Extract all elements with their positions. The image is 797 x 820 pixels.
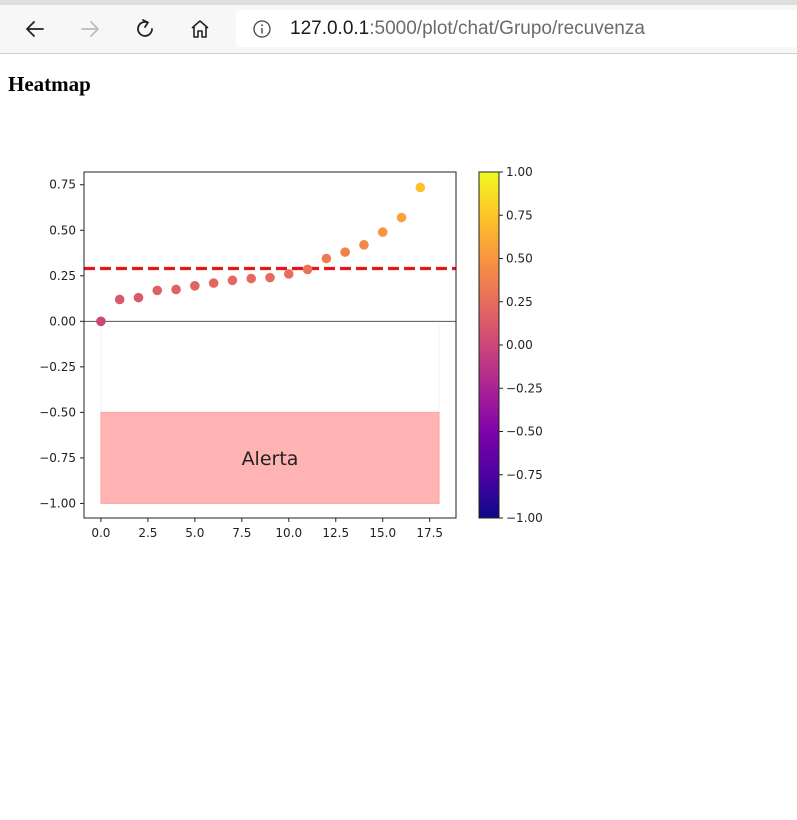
x-tick-label: 5.0 bbox=[185, 526, 204, 540]
white-region bbox=[100, 320, 440, 413]
data-point bbox=[246, 273, 257, 284]
data-point bbox=[340, 247, 350, 257]
data-point bbox=[96, 316, 106, 327]
colorbar-tick-label: −1.00 bbox=[506, 511, 543, 525]
plot-frame bbox=[83, 171, 457, 519]
data-point bbox=[133, 292, 144, 303]
colorbar-tick-label: −0.75 bbox=[506, 468, 543, 482]
data-point bbox=[396, 212, 407, 223]
data-point bbox=[359, 240, 369, 250]
url-path: :5000/plot/chat/Grupo/recuvenza bbox=[369, 18, 645, 39]
data-point bbox=[190, 281, 200, 291]
home-button[interactable] bbox=[183, 12, 217, 46]
x-tick-label: 0.0 bbox=[91, 526, 110, 540]
browser-toolbar: 127.0.0.1:5000/plot/chat/Grupo/recuvenza bbox=[0, 0, 797, 54]
y-tick-label: 0.50 bbox=[49, 223, 76, 237]
data-point bbox=[152, 285, 163, 296]
colorbar-tick-label: 0.00 bbox=[506, 338, 533, 352]
alert-region bbox=[100, 411, 440, 504]
colorbar-tick-label: 0.75 bbox=[506, 208, 533, 222]
refresh-button[interactable] bbox=[128, 12, 162, 46]
colorbar bbox=[478, 171, 500, 519]
x-tick-label: 17.5 bbox=[416, 526, 443, 540]
y-tick-label: −0.75 bbox=[39, 451, 76, 465]
alert-label: Alerta bbox=[242, 448, 299, 470]
window-top-strip bbox=[0, 0, 797, 5]
url-text[interactable]: 127.0.0.1:5000/plot/chat/Grupo/recuvenza bbox=[290, 18, 645, 40]
y-tick-label: −0.25 bbox=[39, 360, 76, 374]
colorbar-tick-label: 1.00 bbox=[506, 165, 533, 179]
x-tick-label: 15.0 bbox=[369, 526, 396, 540]
address-bar[interactable]: 127.0.0.1:5000/plot/chat/Grupo/recuvenza bbox=[236, 10, 797, 47]
data-point bbox=[321, 253, 332, 264]
x-tick-label: 12.5 bbox=[322, 526, 349, 540]
y-tick-label: −0.50 bbox=[39, 405, 76, 419]
info-icon[interactable] bbox=[252, 19, 272, 39]
x-tick-label: 10.0 bbox=[275, 526, 302, 540]
data-point bbox=[114, 294, 125, 305]
y-tick-label: −1.00 bbox=[39, 496, 76, 510]
x-tick-label: 7.5 bbox=[232, 526, 251, 540]
forward-arrow-icon bbox=[81, 21, 99, 37]
colorbar-tick-label: −0.50 bbox=[506, 425, 543, 439]
colorbar-tick-label: 0.50 bbox=[506, 252, 533, 266]
colorbar-tick-label: 0.25 bbox=[506, 295, 533, 309]
data-point bbox=[283, 269, 294, 279]
y-tick-label: 0.75 bbox=[49, 178, 76, 192]
home-icon bbox=[191, 20, 209, 38]
data-point bbox=[415, 182, 426, 193]
y-tick-label: 0.00 bbox=[49, 314, 76, 328]
data-point bbox=[302, 264, 313, 275]
data-point bbox=[208, 278, 219, 288]
data-point bbox=[171, 284, 181, 295]
url-host: 127.0.0.1 bbox=[290, 18, 370, 39]
back-arrow-icon bbox=[26, 21, 44, 37]
refresh-icon bbox=[137, 19, 153, 37]
data-point bbox=[265, 272, 275, 283]
colorbar-tick-label: −0.25 bbox=[506, 381, 543, 395]
forward-button[interactable] bbox=[73, 12, 107, 46]
y-tick-label: 0.25 bbox=[49, 269, 76, 283]
back-button[interactable] bbox=[18, 12, 52, 46]
page-title: Heatmap bbox=[8, 72, 91, 96]
x-tick-label: 2.5 bbox=[138, 526, 157, 540]
data-point bbox=[377, 227, 388, 237]
data-point bbox=[227, 275, 238, 286]
